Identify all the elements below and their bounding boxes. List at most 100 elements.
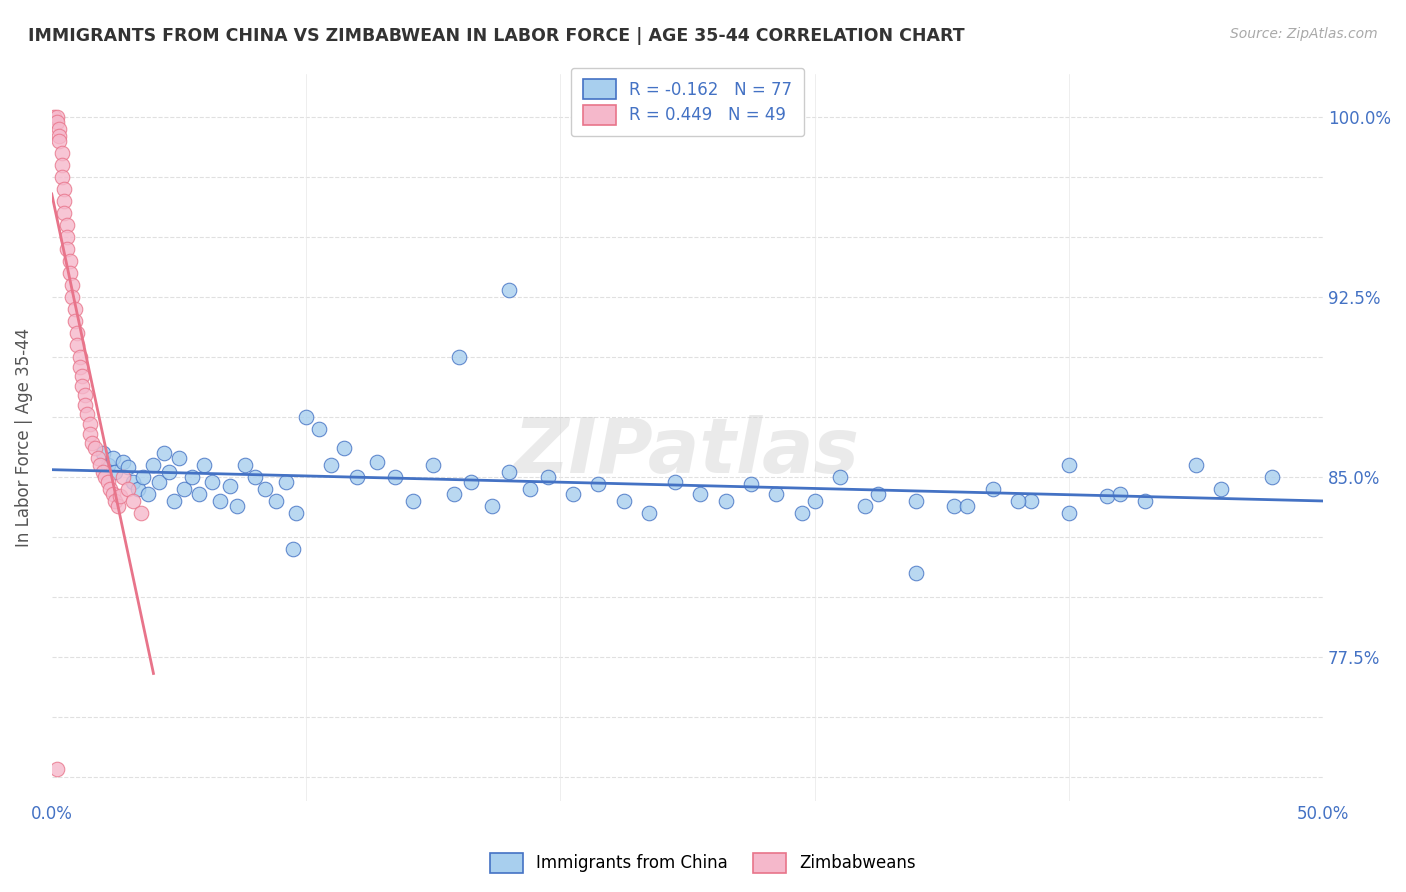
Point <box>226 499 249 513</box>
Point <box>53 206 76 220</box>
Point <box>613 493 636 508</box>
Point <box>536 470 558 484</box>
Point <box>384 470 406 484</box>
Point <box>45 115 67 129</box>
Point <box>264 493 287 508</box>
Point <box>868 486 890 500</box>
Point <box>122 493 145 508</box>
Point <box>855 499 877 513</box>
Point <box>89 458 111 472</box>
Point <box>447 350 470 364</box>
Point <box>63 301 86 316</box>
Point <box>56 218 79 232</box>
Point <box>142 458 165 472</box>
Point <box>66 326 89 340</box>
Point <box>346 470 368 484</box>
Point <box>58 266 80 280</box>
Point <box>117 482 139 496</box>
Point <box>148 475 170 489</box>
Point <box>69 359 91 374</box>
Point <box>638 506 661 520</box>
Y-axis label: In Labor Force | Age 35-44: In Labor Force | Age 35-44 <box>15 327 32 547</box>
Point <box>56 230 79 244</box>
Point <box>765 486 787 500</box>
Point <box>1211 482 1233 496</box>
Point <box>498 283 520 297</box>
Point <box>107 499 129 513</box>
Point <box>714 493 737 508</box>
Point <box>1261 470 1284 484</box>
Point <box>97 458 120 472</box>
Point <box>1185 458 1208 472</box>
Point <box>60 277 83 292</box>
Point <box>243 470 266 484</box>
Point <box>53 182 76 196</box>
Point <box>422 458 444 472</box>
Point <box>48 122 70 136</box>
Point <box>295 409 318 424</box>
Point <box>333 441 356 455</box>
Point <box>132 470 155 484</box>
Point <box>943 499 966 513</box>
Point <box>283 541 305 556</box>
Point <box>73 398 96 412</box>
Point <box>51 146 73 161</box>
Point <box>233 458 256 472</box>
Point <box>104 465 127 479</box>
Point <box>956 499 979 513</box>
Point <box>60 290 83 304</box>
Point <box>73 388 96 402</box>
Point <box>905 566 928 580</box>
Point <box>91 465 114 479</box>
Point <box>588 477 610 491</box>
Point <box>1057 458 1080 472</box>
Point <box>193 458 215 472</box>
Point <box>72 378 94 392</box>
Point <box>284 506 307 520</box>
Point <box>443 486 465 500</box>
Point <box>1108 486 1130 500</box>
Point <box>308 422 330 436</box>
Point <box>905 493 928 508</box>
Point <box>101 450 124 465</box>
Point <box>740 477 762 491</box>
Point <box>274 475 297 489</box>
Point <box>84 441 107 455</box>
Point <box>91 446 114 460</box>
Point <box>138 486 160 500</box>
Point <box>790 506 813 520</box>
Point <box>218 479 240 493</box>
Point <box>63 314 86 328</box>
Point <box>152 446 174 460</box>
Point <box>498 465 520 479</box>
Point <box>981 482 1004 496</box>
Point <box>402 493 425 508</box>
Point <box>828 470 851 484</box>
Point <box>101 486 124 500</box>
Point <box>111 455 134 469</box>
Point <box>79 417 101 431</box>
Point <box>208 493 231 508</box>
Point <box>481 499 503 513</box>
Point <box>76 408 98 422</box>
Point <box>69 350 91 364</box>
Point <box>111 470 134 484</box>
Point <box>86 450 108 465</box>
Point <box>127 482 149 496</box>
Point <box>48 134 70 148</box>
Point <box>51 158 73 172</box>
Point <box>94 470 117 484</box>
Point <box>180 470 202 484</box>
Point <box>45 110 67 124</box>
Point <box>803 493 825 508</box>
Point <box>689 486 711 500</box>
Point <box>1133 493 1156 508</box>
Point <box>117 460 139 475</box>
Point <box>48 129 70 144</box>
Point <box>98 482 121 496</box>
Point <box>122 475 145 489</box>
Point <box>664 475 686 489</box>
Point <box>53 194 76 208</box>
Point <box>460 475 482 489</box>
Point <box>79 426 101 441</box>
